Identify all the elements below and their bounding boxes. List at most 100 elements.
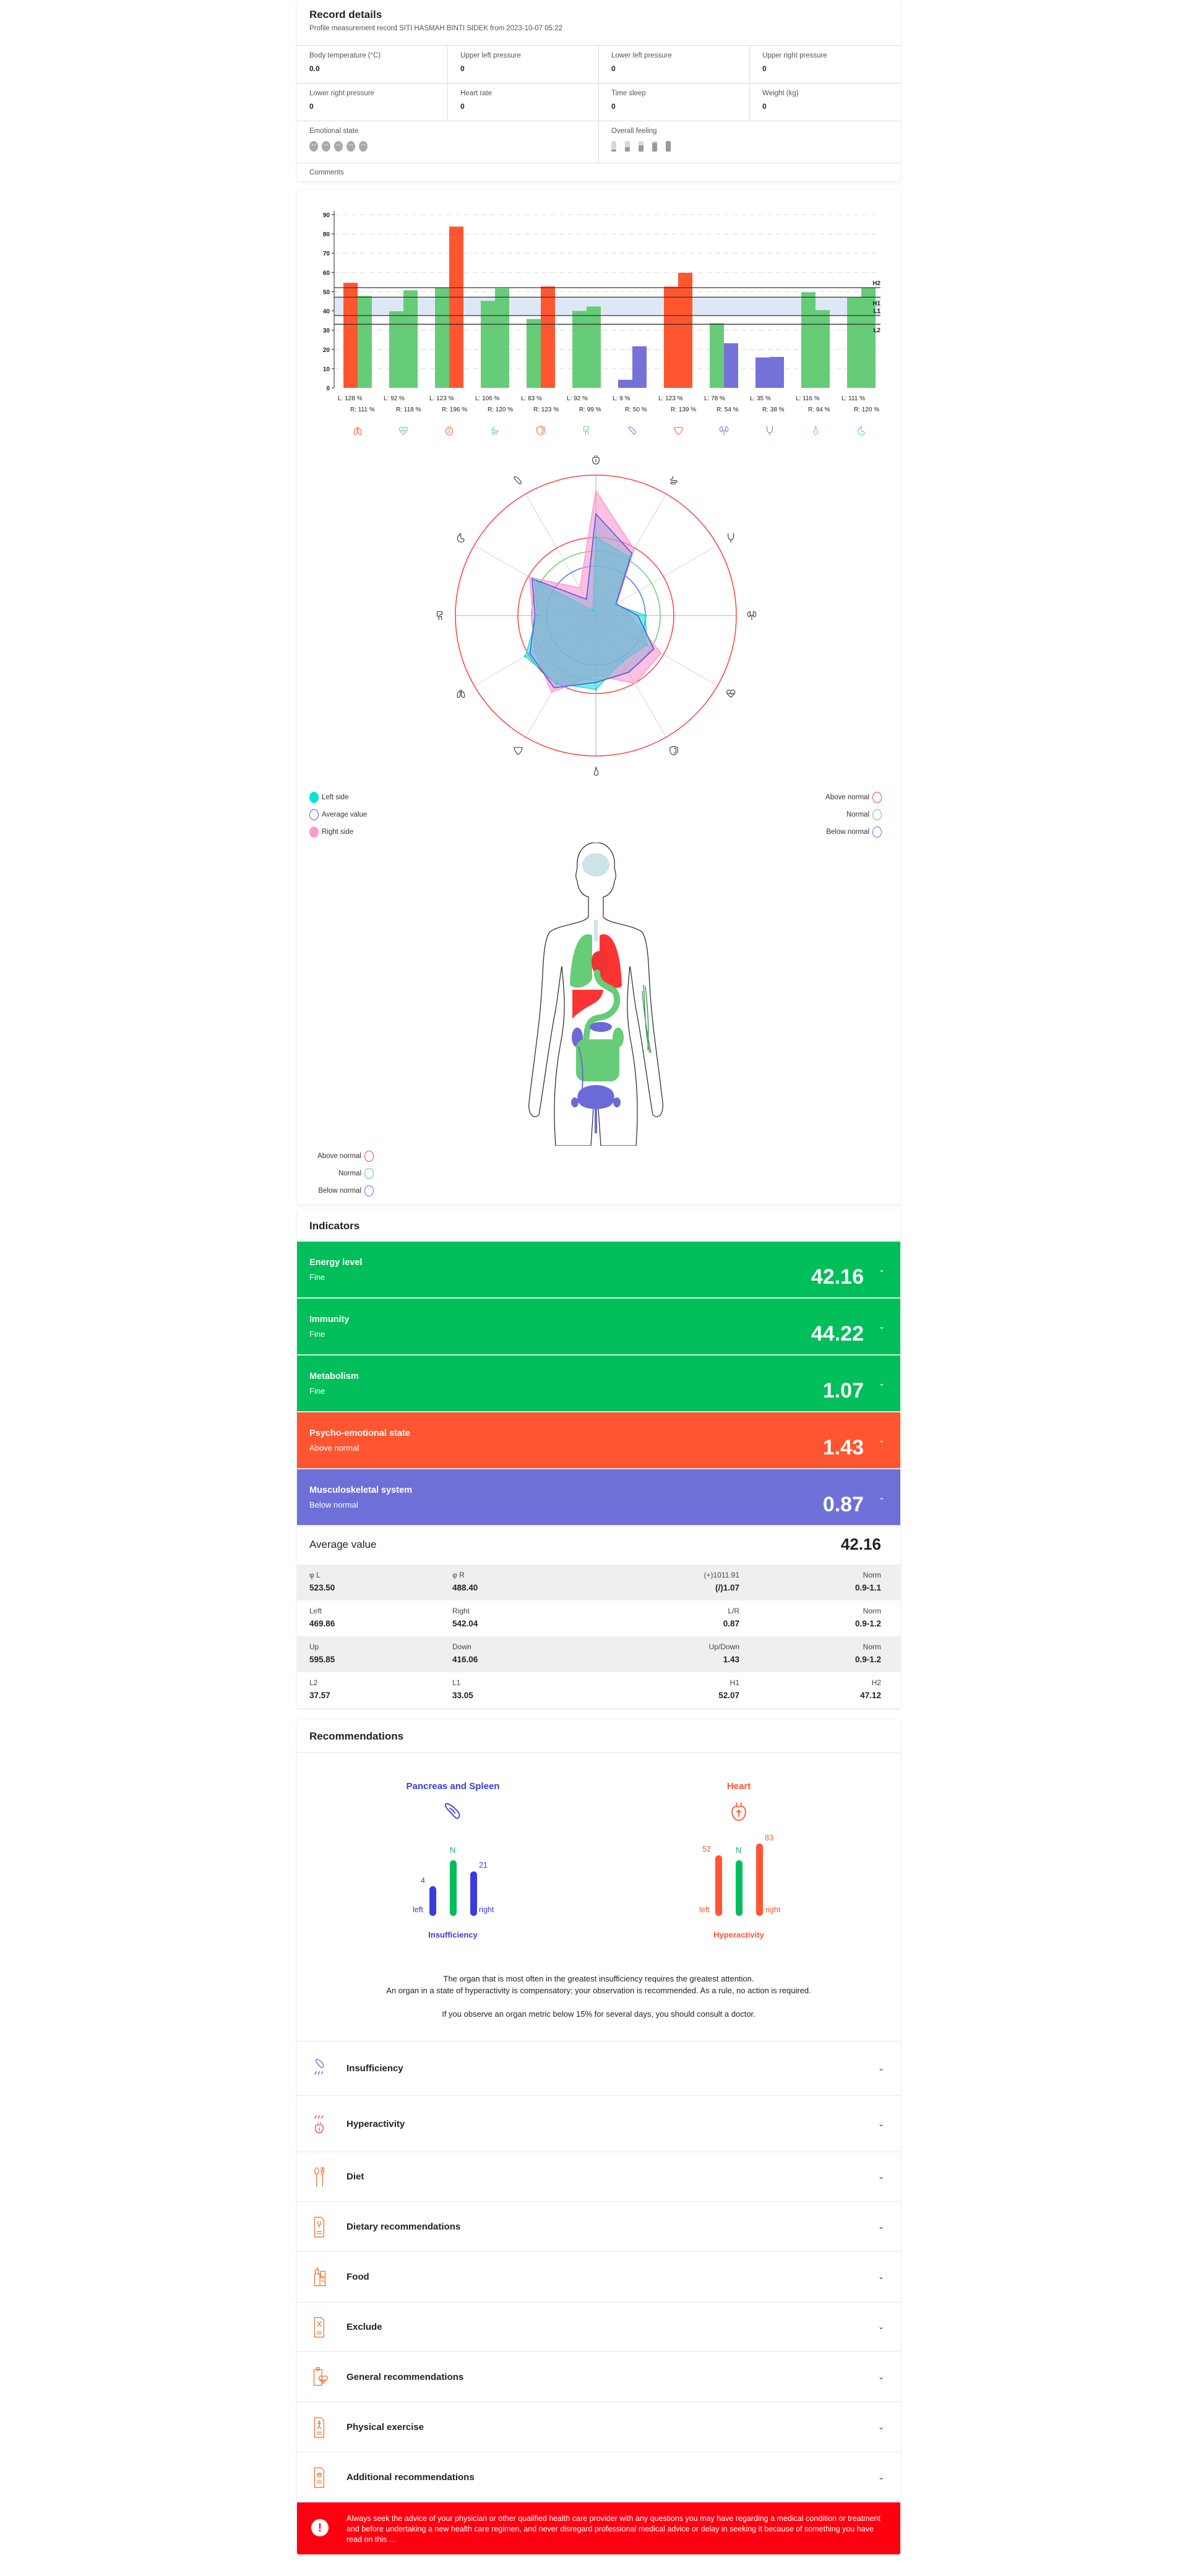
heart-icon (728, 1799, 750, 1824)
bar-heart-pulse-right[interactable] (403, 290, 418, 388)
battery-level-icon[interactable] (666, 141, 671, 152)
bar-pancreas-right[interactable] (632, 346, 647, 388)
reference-label: L1 (873, 308, 880, 315)
battery-level-icon[interactable] (611, 141, 616, 152)
bar-gallbladder-right[interactable] (816, 310, 830, 388)
bar-lungs-left[interactable] (343, 283, 358, 388)
indicator-status: Fine (309, 1273, 325, 1282)
accordion-physical-exercise[interactable]: Physical exercise⌄ (297, 2402, 900, 2452)
stomach-icon (457, 533, 464, 543)
stats-cell: φ R488.40 (452, 1571, 478, 1592)
field-upper-right-pressure: Upper right pressure0 (750, 46, 900, 83)
chevron-down-icon[interactable]: ⌄ (878, 2222, 884, 2231)
indicator-energy-level[interactable]: Energy levelFine42.16⌄ (297, 1242, 900, 1298)
bar-intestine-right[interactable] (495, 288, 509, 388)
accordion-diet[interactable]: Diet ⌄ (297, 2152, 900, 2201)
bar-label-left: L: 9 % (613, 395, 630, 402)
chevron-down-icon[interactable]: ⌄ (878, 2272, 884, 2281)
bar-liver-left[interactable] (664, 286, 678, 388)
accordion-exclude[interactable]: Exclude⌄ (297, 2302, 900, 2351)
bar-kidneys-left[interactable] (710, 323, 724, 388)
uterus (579, 1086, 613, 1133)
accordion-title: Diet (346, 2171, 364, 2182)
indicator-immunity[interactable]: ImmunityFine44.22⌄ (297, 1299, 900, 1355)
battery-level-icon[interactable] (639, 141, 644, 152)
bar-label-left: L: 128 % (338, 395, 363, 402)
happy-face-icon[interactable] (359, 141, 368, 152)
shield-icon (537, 426, 545, 435)
chevron-down-icon[interactable]: ⌄ (878, 2064, 884, 2072)
stats-row: L237.57L133.05H152.07H247.12 (297, 1672, 900, 1708)
stats-cell: Up595.85 (309, 1642, 335, 1664)
indicator-name: Metabolism (309, 1372, 359, 1381)
clipboard-heart-icon (311, 2366, 329, 2389)
battery-level-icon[interactable] (625, 141, 630, 152)
bar-heart-right[interactable] (449, 226, 463, 388)
bar-heart-left[interactable] (435, 288, 449, 388)
bar-kidneys-right[interactable] (724, 343, 738, 388)
bar-shield-right[interactable] (541, 286, 555, 388)
chevron-down-icon[interactable]: ⌄ (878, 2119, 884, 2128)
bar-label-right: R: 111 % (350, 406, 375, 413)
chevron-down-icon[interactable]: ⌄ (879, 1493, 885, 1501)
bar-bladder-left[interactable] (755, 358, 770, 388)
battery-level-icon[interactable] (652, 141, 657, 152)
neutral-face-icon[interactable] (334, 141, 343, 152)
accordion-title: Insufficiency (346, 2063, 403, 2074)
bar-duodenum-left[interactable] (572, 311, 587, 388)
bar-duodenum-right[interactable] (587, 306, 601, 388)
record-details-card: Record details Profile measurement recor… (297, 0, 900, 181)
bar-label-right: R: 139 % (671, 406, 696, 413)
bar-label-right: R: 50 % (625, 406, 647, 413)
chevron-down-icon[interactable]: ⌄ (878, 2423, 884, 2431)
accordion-food[interactable]: Food⌄ (297, 2251, 900, 2302)
accordion-additional-recommendations[interactable]: Additional recommendations⌄ (297, 2452, 900, 2502)
overall-feeling: Overall feeling (599, 121, 900, 163)
indicator-metabolism[interactable]: MetabolismFine1.07⌄ (297, 1355, 900, 1412)
chevron-down-icon[interactable]: ⌄ (879, 1436, 885, 1445)
bar-bladder-right[interactable] (770, 357, 784, 388)
bar-intestine-left[interactable] (481, 301, 495, 388)
chevron-down-icon[interactable]: ⌄ (878, 2473, 884, 2481)
exclude-document-icon (311, 2316, 329, 2338)
y-tick-label: 40 (323, 309, 330, 316)
stomach-icon (858, 426, 865, 436)
chevron-down-icon[interactable]: ⌄ (879, 1265, 885, 1274)
bar-stomach-left[interactable] (847, 298, 861, 388)
chevron-down-icon[interactable]: ⌄ (879, 1379, 885, 1388)
bar-pancreas-left[interactable] (618, 380, 632, 388)
stats-cell: Left469.86 (309, 1607, 335, 1628)
bar-label-right: R: 99 % (579, 406, 601, 413)
accordion-dietary-recommendations[interactable]: Dietary recommendations⌄ (297, 2201, 900, 2251)
stats-cell: H247.12 (860, 1678, 881, 1700)
y-tick-label: 70 (323, 251, 330, 257)
body-legend-normal: Normal (309, 1167, 374, 1180)
bar-gallbladder-left[interactable] (801, 292, 816, 388)
accordion-insufficiency[interactable]: Insufficiency ⌄ (297, 2041, 900, 2095)
chevron-down-icon[interactable]: ⌄ (878, 2172, 884, 2181)
chevron-down-icon[interactable]: ⌄ (878, 2322, 884, 2331)
bar-shield-left[interactable] (527, 319, 541, 388)
radar-left-point (556, 682, 558, 685)
indicator-value: 1.43 (823, 1436, 864, 1460)
indicator-psycho-emotional-state[interactable]: Psycho-emotional stateAbove normal1.43⌄ (297, 1412, 900, 1469)
additional-document-icon (311, 2467, 329, 2489)
accordion-general-recommendations[interactable]: General recommendations⌄ (297, 2351, 900, 2402)
bar-lungs-right[interactable] (358, 296, 372, 388)
indicator-musculoskeletal-system[interactable]: Musculoskeletal systemBelow normal0.87⌄ (297, 1469, 900, 1526)
insufficient-organ-name: Pancreas and Spleen (407, 1781, 500, 1792)
chevron-down-icon[interactable]: ⌄ (879, 1322, 885, 1331)
y-tick-label: 60 (323, 270, 330, 277)
stats-cell: φ L523.50 (309, 1571, 335, 1592)
smile-face-icon[interactable] (346, 141, 355, 152)
bar-liver-right[interactable] (678, 273, 692, 388)
chevron-down-icon[interactable]: ⌄ (878, 2372, 884, 2381)
accordion-hyperactivity[interactable]: Hyperactivity⌄ (297, 2095, 900, 2152)
intestine-icon (492, 426, 498, 434)
right-side-swatch (309, 826, 319, 838)
very-sad-face-icon[interactable] (309, 141, 318, 152)
sad-face-icon[interactable] (322, 141, 330, 152)
gallbladder-icon (814, 426, 817, 435)
bar-label-left: L: 92 % (567, 395, 588, 402)
bar-heart-pulse-left[interactable] (389, 311, 403, 388)
